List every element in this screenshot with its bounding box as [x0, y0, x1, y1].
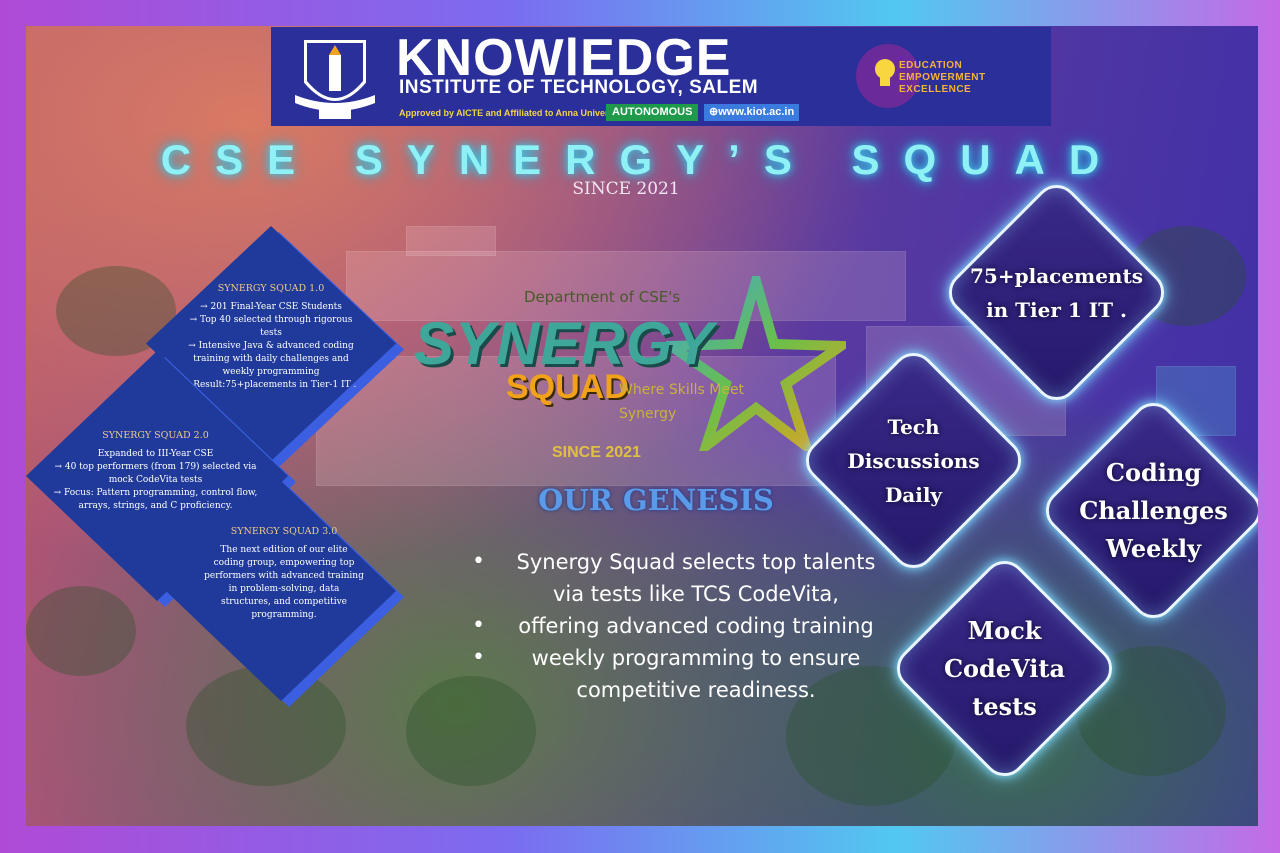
- logo-squad: SQUAD: [506, 368, 629, 406]
- website-link[interactable]: ⊕www.kiot.ac.in: [704, 104, 800, 121]
- tagline-text: EDUCATION EMPOWERMENT EXCELLENCE: [899, 60, 986, 96]
- mock-codevita-diamond: Mock CodeVita tests: [887, 551, 1122, 786]
- campus-building: [316, 356, 836, 486]
- coding-challenges-diamond: Coding Challenges Weekly: [1036, 393, 1258, 628]
- squad-line: → 40 top performers (from 179) selected …: [54, 462, 257, 485]
- campus-building: [346, 251, 906, 321]
- institute-banner: KNOWlEDGE INSTITUTE OF TECHNOLOGY, SALEM…: [271, 27, 1051, 126]
- tagline-line: EMPOWERMENT: [899, 72, 986, 83]
- genesis-list: Synergy Squad selects top talents via te…: [466, 546, 886, 706]
- squad-line: → Intensive Java & advanced coding train…: [188, 341, 354, 377]
- squad-line: → Focus: Pattern programming, control fl…: [53, 488, 258, 511]
- autonomous-badge: AUTONOMOUS: [606, 104, 699, 121]
- squad-1-text: SYNERGY SQUAD 1.0 → 201 Final-Year CSE S…: [178, 282, 364, 392]
- list-item: Synergy Squad selects top talents via te…: [466, 546, 886, 610]
- tree: [26, 586, 136, 676]
- kiot-crest-icon: [295, 38, 375, 119]
- placements-text: 75+placements in Tier 1 IT .: [970, 263, 1143, 322]
- placements-diamond: 75+placements in Tier 1 IT .: [939, 175, 1174, 410]
- tagline-line: EDUCATION: [899, 60, 963, 71]
- logo-tagline: Where Skills Meet Synergy: [619, 382, 745, 422]
- logo-department: Department of CSE's: [524, 288, 681, 306]
- institute-name: KNOWlEDGE: [396, 29, 732, 87]
- tagline-line: EXCELLENCE: [899, 84, 972, 95]
- squad-3-title: SYNERGY SQUAD 3.0: [230, 526, 338, 537]
- tech-discussions-diamond: Tech Discussions Daily: [796, 343, 1031, 578]
- squad-2-text: SYNERGY SQUAD 2.0 Expanded to III-Year C…: [48, 429, 263, 513]
- mock-codevita-text: Mock CodeVita tests: [943, 615, 1066, 721]
- logo-since: SINCE 2021: [552, 444, 641, 461]
- institute-subtitle: INSTITUTE OF TECHNOLOGY, SALEM: [399, 77, 759, 98]
- squad-1-title: SYNERGY SQUAD 1.0: [217, 283, 325, 294]
- squad-line: → 201 Final-Year CSE Students: [200, 302, 342, 312]
- squad-2-title: SYNERGY SQUAD 2.0: [102, 430, 209, 441]
- squad-2-card: SYNERGY SQUAD 2.0 Expanded to III-Year C…: [26, 351, 296, 607]
- squad-line: The next edition of our elite coding gro…: [204, 545, 364, 620]
- squad-line: Expanded to III-Year CSE: [97, 449, 214, 459]
- list-item: offering advanced coding training: [466, 610, 886, 642]
- genesis-title: OUR GENESIS: [538, 483, 774, 517]
- approval-text: Approved by AICTE and Affiliated to Anna…: [399, 108, 625, 118]
- star-icon: [666, 276, 846, 451]
- squad-3-card: SYNERGY SQUAD 3.0 The next edition of ou…: [166, 481, 404, 707]
- poster: KNOWlEDGE INSTITUTE OF TECHNOLOGY, SALEM…: [26, 26, 1258, 826]
- coding-challenges-text: Coding Challenges Weekly: [1079, 457, 1228, 563]
- logo-synergy: SYNERGY: [414, 310, 715, 377]
- campus-building: [406, 226, 496, 256]
- list-item: weekly programming to ensure competitive…: [466, 642, 886, 706]
- lightbulb-icon: [875, 59, 895, 86]
- since-year: SINCE 2021: [572, 179, 680, 199]
- squad-line: → Top 40 selected through rigorous tests: [189, 315, 353, 338]
- poster-title: CSE SYNERGY’S SQUAD: [160, 136, 1124, 183]
- tech-discussions-text: Tech Discussions Daily: [847, 414, 980, 507]
- squad-line: →Result:75+placements in Tier-1 IT .: [185, 380, 357, 390]
- squad-3-text: SYNERGY SQUAD 3.0 The next edition of ou…: [204, 525, 364, 622]
